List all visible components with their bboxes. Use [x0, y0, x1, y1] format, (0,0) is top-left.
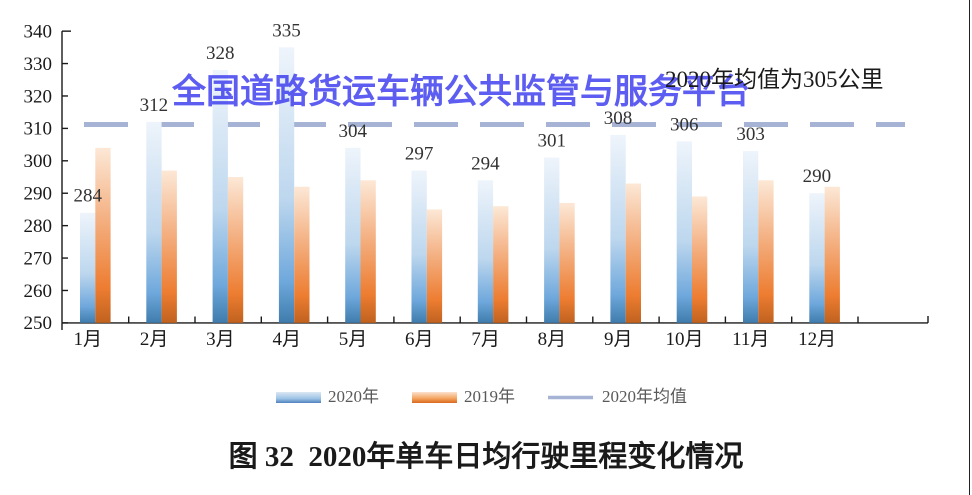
- svg-text:6月: 6月: [405, 329, 434, 350]
- svg-text:全国道路货运车辆公共监管与服务平台: 全国道路货运车辆公共监管与服务平台: [171, 72, 750, 111]
- svg-text:301: 301: [538, 131, 567, 152]
- svg-text:335: 335: [272, 20, 301, 41]
- svg-text:304: 304: [339, 121, 368, 142]
- svg-text:310: 310: [24, 119, 53, 140]
- svg-text:图 32 2020年单车日均行驶里程变化情况: 图 32 2020年单车日均行驶里程变化情况: [229, 439, 744, 473]
- svg-text:280: 280: [24, 216, 53, 237]
- svg-text:2020年均值为305公里: 2020年均值为305公里: [665, 67, 884, 92]
- svg-text:10月: 10月: [665, 329, 703, 350]
- svg-text:9月: 9月: [604, 329, 633, 350]
- svg-text:7月: 7月: [471, 329, 500, 350]
- svg-text:5月: 5月: [339, 329, 368, 350]
- svg-text:290: 290: [24, 184, 53, 205]
- svg-text:290: 290: [803, 166, 832, 187]
- svg-text:2019年: 2019年: [464, 387, 515, 406]
- svg-text:2020年: 2020年: [328, 387, 379, 406]
- svg-text:328: 328: [206, 43, 235, 64]
- svg-text:11月: 11月: [732, 329, 769, 350]
- svg-text:330: 330: [24, 54, 53, 75]
- svg-text:306: 306: [670, 114, 699, 135]
- svg-text:250: 250: [24, 313, 53, 334]
- svg-text:260: 260: [24, 281, 53, 302]
- svg-text:312: 312: [140, 95, 169, 116]
- svg-text:270: 270: [24, 248, 53, 269]
- svg-text:12月: 12月: [798, 329, 836, 350]
- svg-text:8月: 8月: [538, 329, 567, 350]
- svg-text:2020年均值: 2020年均值: [602, 387, 687, 406]
- svg-text:340: 340: [24, 22, 53, 43]
- svg-text:4月: 4月: [272, 329, 301, 350]
- svg-text:2月: 2月: [140, 329, 169, 350]
- svg-text:300: 300: [24, 151, 53, 172]
- svg-text:284: 284: [73, 186, 102, 207]
- svg-text:297: 297: [405, 144, 434, 165]
- svg-text:320: 320: [24, 86, 53, 107]
- svg-text:303: 303: [736, 124, 765, 145]
- svg-text:1月: 1月: [74, 329, 103, 350]
- svg-text:3月: 3月: [206, 329, 235, 350]
- svg-text:294: 294: [471, 153, 500, 174]
- svg-text:308: 308: [604, 108, 633, 129]
